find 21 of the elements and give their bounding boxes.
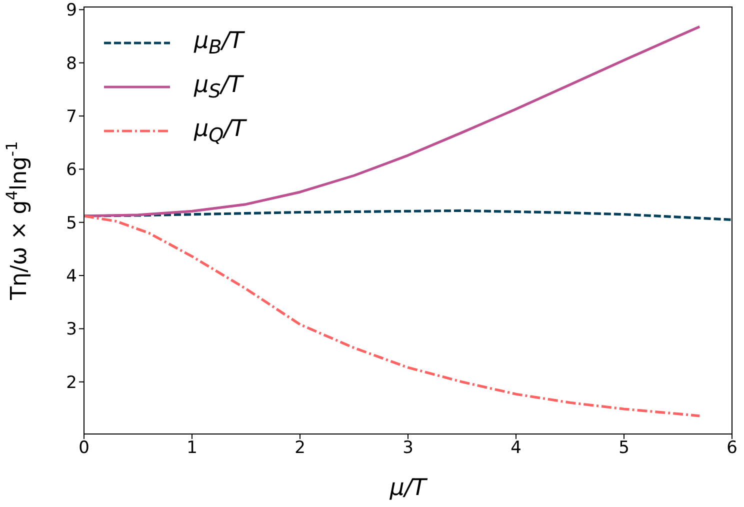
- y-tick-label: 4: [66, 266, 77, 287]
- y-tick-label: 8: [66, 54, 77, 74]
- y-tick-label: 2: [66, 372, 77, 393]
- y-tick-label: 7: [66, 107, 77, 128]
- line-series: [84, 214, 701, 418]
- x-tick-label: 3: [402, 438, 414, 458]
- x-tick-label: 4: [510, 438, 522, 458]
- x-tick-label: 0: [78, 438, 90, 458]
- x-tick-label: 1: [186, 438, 198, 458]
- legend-label: μ$_{B}$/T: [194, 28, 244, 58]
- y-tick-label: 3: [66, 320, 77, 340]
- legend-label: μ$_{Q}$/T: [194, 116, 246, 146]
- x-tick-label: 6: [726, 438, 738, 458]
- y-tick-label: 5: [66, 213, 77, 234]
- y-tick-label: 9: [66, 0, 77, 21]
- x-tick-label: 5: [618, 438, 630, 458]
- legend-label: μ$_{S}$/T: [194, 72, 243, 102]
- y-tick-label: 6: [66, 160, 77, 180]
- line-series: [84, 25, 701, 218]
- x-axis-title: μ/T: [388, 475, 428, 501]
- x-tick-label: 2: [294, 438, 306, 458]
